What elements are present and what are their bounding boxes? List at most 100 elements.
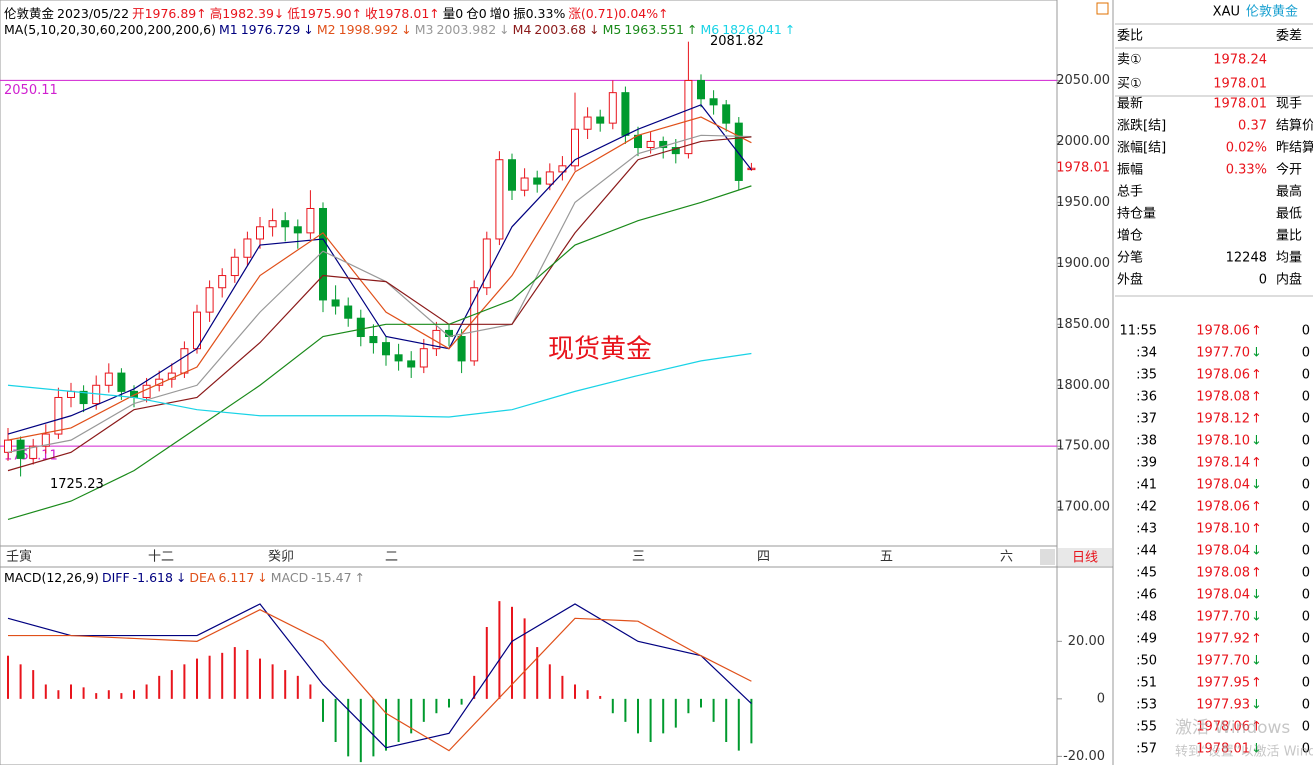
tick-price: 1977.93: [1196, 698, 1250, 713]
chart-frame: [0, 0, 1058, 765]
y-tick-label: 0: [1097, 691, 1105, 706]
tick-price: 1978.08: [1196, 566, 1250, 581]
row-label: 最低: [1276, 207, 1302, 222]
tick-volume: 0: [1302, 412, 1310, 427]
candle-body: [709, 98, 718, 106]
tick-volume: 0: [1302, 742, 1310, 757]
date: 2023/05/22: [57, 6, 130, 21]
candle-body: [482, 238, 491, 289]
period-box[interactable]: [1058, 548, 1112, 566]
candle-body: [697, 79, 705, 100]
tick-direction: ↓: [1251, 588, 1262, 603]
row-label: 总手: [1117, 185, 1143, 200]
ma-legend: MA(5,10,20,30,60,200,200,200,6) M1 1976.72…: [4, 22, 798, 37]
tick-volume: 0: [1302, 588, 1310, 603]
tick-direction: ↑: [1251, 632, 1262, 647]
tick-volume: 0: [1302, 698, 1310, 713]
indicator-line: [7, 136, 752, 472]
indicator-line: [7, 104, 752, 435]
row-value: 0.37: [1238, 119, 1267, 134]
row-label: 结算价: [1276, 119, 1313, 134]
row-value: 12248: [1226, 251, 1267, 266]
tick-price: 1977.95: [1196, 676, 1250, 691]
tick-direction: ↑: [1251, 456, 1262, 471]
current-price-label: 1978.01: [1056, 161, 1110, 176]
row-label: 委比: [1117, 29, 1143, 44]
tick-price: 1977.92: [1196, 632, 1250, 647]
y-tick-label: 2050.00: [1056, 73, 1110, 88]
candle-body: [621, 92, 630, 136]
legend-trend: ↓: [589, 22, 600, 37]
row-label: 涨跌[结]: [1117, 118, 1166, 134]
tick-volume: 0: [1302, 346, 1310, 361]
time-label: 六: [1000, 550, 1013, 565]
row-value: 0: [1259, 273, 1267, 288]
legend-name: M6: [700, 22, 720, 37]
tick-volume: 0: [1302, 368, 1310, 383]
tick-time: :36: [1136, 390, 1157, 405]
tick-volume: 0: [1302, 676, 1310, 691]
time-label: 三: [632, 550, 645, 565]
panel-toggle-icon[interactable]: [1096, 2, 1109, 15]
tick-direction: ↑: [1251, 720, 1262, 735]
candle-body: [520, 177, 529, 191]
y-tick-label: 1900.00: [1056, 256, 1110, 271]
candle-body: [684, 79, 693, 155]
tick-time: :57: [1136, 742, 1157, 757]
header-item: 振0.33%: [513, 6, 566, 21]
tick-price: 1978.01: [1196, 742, 1250, 757]
candle-body: [671, 147, 680, 155]
tick-direction: ↑: [1251, 676, 1262, 691]
y-tick-label: -20.00: [1063, 749, 1105, 764]
tick-volume: 0: [1302, 456, 1310, 471]
os-watermark: 激活 Windows: [1175, 718, 1290, 738]
row-label: 均量: [1276, 251, 1302, 266]
time-label: 二: [385, 550, 398, 565]
row-label: 涨幅[结]: [1117, 141, 1166, 156]
row-label: 买①: [1117, 77, 1142, 92]
candle-body: [369, 336, 378, 344]
legend-trend: ↑: [687, 22, 698, 37]
tick-volume: 0: [1302, 654, 1310, 669]
y-tick-label: 20.00: [1068, 634, 1105, 649]
tick-volume: 0: [1302, 544, 1310, 559]
header-items: 开1976.89↑ 高1982.39↓ 低1975.90↑ 收1978.01↑ 量0 仓0…: [132, 6, 672, 21]
tick-volume: 0: [1302, 434, 1310, 449]
scrollbar[interactable]: [1040, 549, 1055, 565]
candle-body: [281, 220, 290, 228]
indicator-line: [8, 609, 752, 752]
tick-direction: ↑: [1251, 566, 1262, 581]
candle-body: [571, 128, 579, 167]
indicator-line: [7, 185, 752, 520]
tick-direction: ↓: [1251, 434, 1262, 449]
candle-body: [205, 287, 214, 313]
tick-price: 1978.06: [1196, 368, 1250, 383]
tick-volume: 0: [1302, 566, 1310, 581]
price-level-label: 2050.11: [4, 83, 58, 98]
candle-body: [104, 372, 113, 386]
row-label: 今开: [1276, 162, 1302, 178]
y-tick-label: 1700.00: [1056, 500, 1110, 515]
candle-body: [394, 354, 403, 362]
y-tick-label: 1850.00: [1056, 317, 1110, 332]
tick-price: 1978.04: [1196, 478, 1250, 493]
time-label: 十二: [148, 550, 174, 565]
tick-price: 1978.12: [1196, 412, 1250, 427]
indicator-line: [7, 352, 752, 418]
time-label: 五: [880, 550, 893, 565]
tick-direction: ↑: [1251, 390, 1262, 405]
tick-price: 1978.10: [1196, 522, 1250, 537]
legend-trend: ↑: [354, 570, 366, 585]
legend-trend: ↓: [175, 570, 187, 585]
header-item: 仓0: [466, 6, 487, 21]
tick-volume: 0: [1302, 610, 1310, 625]
tick-direction: ↓: [1251, 742, 1262, 757]
tick-price: 1978.08: [1196, 390, 1250, 405]
period-label[interactable]: 日线: [1072, 551, 1098, 566]
legend-name: DEA: [189, 570, 216, 585]
row-value: 1978.01: [1213, 97, 1267, 112]
header-item: 开1976.89↑: [132, 6, 207, 21]
tick-time: 11:55: [1120, 324, 1157, 339]
